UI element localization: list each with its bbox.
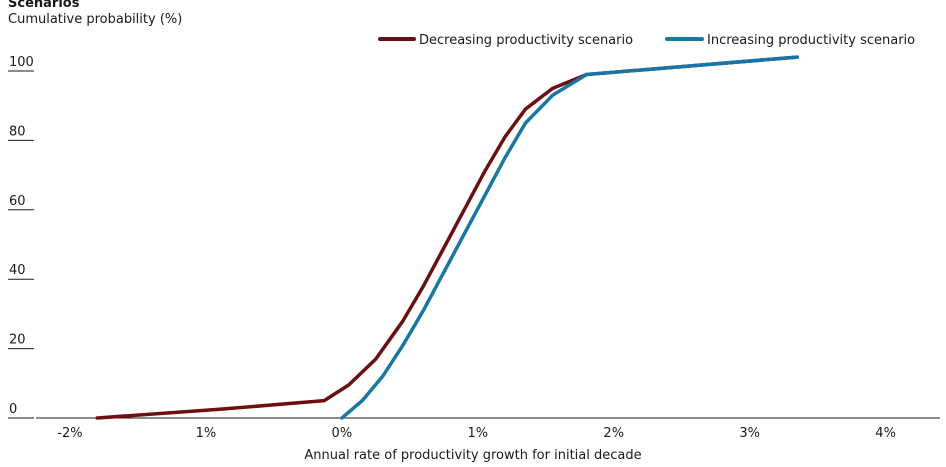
y-tick-label: 40 bbox=[9, 263, 26, 278]
y-tick-label: 0 bbox=[9, 402, 17, 417]
x-tick-label: 0% bbox=[332, 426, 353, 441]
legend-label-decreasing: Decreasing productivity scenario bbox=[419, 33, 633, 48]
y-tick-label: 20 bbox=[9, 333, 26, 348]
x-tick-label: 1% bbox=[467, 426, 488, 441]
x-tick-label: 4% bbox=[875, 426, 896, 441]
x-axis: -2% 1% 0% 1% 2% 3% 4% bbox=[36, 417, 940, 441]
y-axis: 0 20 40 60 80 100 bbox=[8, 55, 34, 419]
y-axis-title: Cumulative probability (%) bbox=[8, 12, 182, 27]
y-tick-label: 100 bbox=[9, 55, 34, 70]
x-tick-label: 3% bbox=[739, 426, 760, 441]
x-axis-title: Annual rate of productivity growth for i… bbox=[304, 448, 641, 463]
x-tick-label: -2% bbox=[57, 426, 82, 441]
y-tick-label: 60 bbox=[9, 194, 26, 209]
series-line-decreasing bbox=[95, 55, 800, 420]
x-tick-label: 2% bbox=[603, 426, 624, 441]
chart-title: Scenarios bbox=[8, 0, 80, 11]
legend-label-increasing: Increasing productivity scenario bbox=[707, 33, 915, 48]
x-tick-label: 1% bbox=[196, 426, 217, 441]
y-tick-label: 80 bbox=[9, 124, 26, 139]
legend: Decreasing productivity scenario Increasi… bbox=[378, 33, 915, 48]
series-lines bbox=[95, 55, 800, 420]
series-line-increasing bbox=[340, 55, 800, 420]
